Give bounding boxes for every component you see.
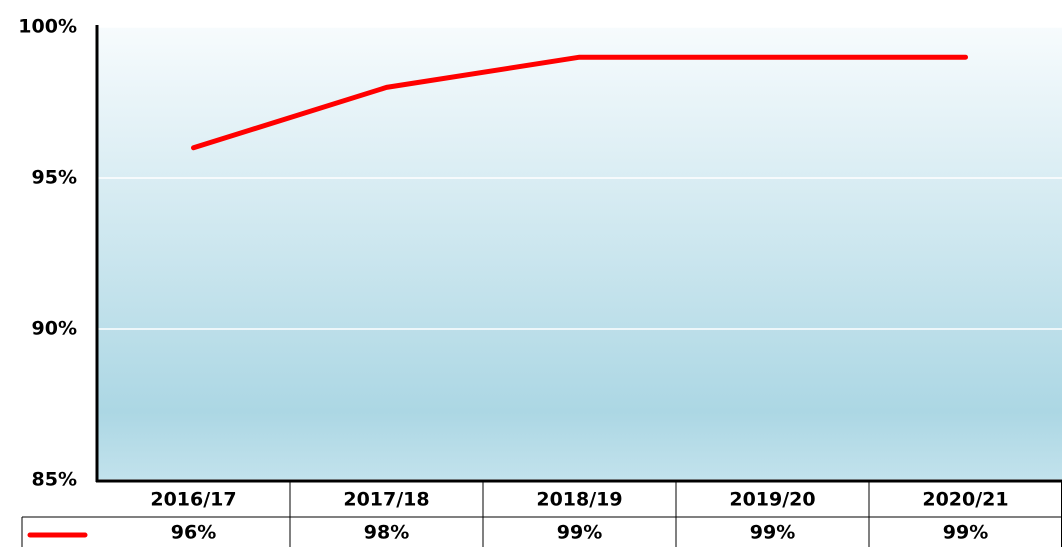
plot-background bbox=[97, 27, 1062, 480]
y-tick-label: 90% bbox=[32, 318, 77, 340]
x-tick-label: 2019/20 bbox=[729, 489, 815, 511]
y-tick-label: 85% bbox=[32, 469, 77, 491]
table-value: 96% bbox=[171, 522, 216, 544]
line bbox=[191, 54, 968, 151]
y-tick-label: 95% bbox=[32, 167, 77, 189]
table-value: 98% bbox=[364, 522, 409, 544]
x-tick-label: 2016/17 bbox=[150, 489, 236, 511]
table-value: 99% bbox=[943, 522, 988, 544]
y-tick-label: 100% bbox=[18, 16, 77, 38]
table-value: 99% bbox=[750, 522, 795, 544]
x-tick-label: 2017/18 bbox=[343, 489, 429, 511]
x-tick-label: 2020/21 bbox=[922, 489, 1008, 511]
table-value: 99% bbox=[557, 522, 602, 544]
x-tick-label: 2018/19 bbox=[536, 489, 622, 511]
